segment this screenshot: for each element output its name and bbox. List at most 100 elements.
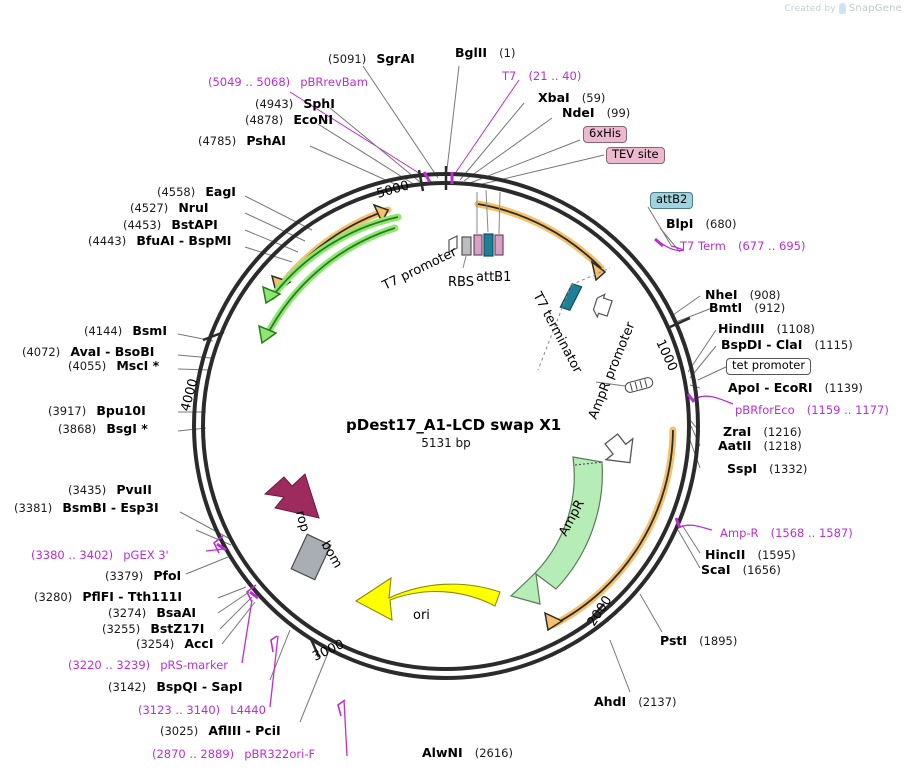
label-bsmbi-esp3i[interactable]: (3381) BsmBI - Esp3I bbox=[14, 499, 159, 515]
pos: (4943) bbox=[255, 97, 294, 111]
label-pbr322ori-f[interactable]: (2870 .. 2889) pBR322ori-F bbox=[152, 745, 315, 761]
feature-cluster-mcs bbox=[448, 189, 504, 269]
label-pshai[interactable]: (4785) PshAI bbox=[198, 132, 286, 148]
pos: (3917) bbox=[48, 404, 87, 418]
badge-tev-site[interactable]: TEV site bbox=[606, 145, 665, 164]
label-ahdi[interactable]: AhdI (2137) bbox=[594, 693, 677, 709]
feature-label-attb1: attB1 bbox=[476, 270, 511, 285]
label-pbrforeco[interactable]: pBRforEco (1159 .. 1177) bbox=[735, 401, 889, 417]
label-amp-r[interactable]: Amp-R (1568 .. 1587) bbox=[720, 524, 853, 540]
enz: PfoI bbox=[153, 568, 182, 583]
enz: BsmBI - Esp3I bbox=[62, 500, 159, 515]
pos: (3025) bbox=[160, 724, 199, 738]
watermark-brand: SnapGene bbox=[848, 3, 902, 14]
label-ndei[interactable]: NdeI (99) bbox=[562, 104, 630, 120]
label-bsaai[interactable]: (3274) BsaAI bbox=[108, 604, 196, 620]
feature-ampr bbox=[509, 456, 604, 605]
label-sphi[interactable]: (4943) SphI bbox=[255, 95, 335, 111]
label-nrui[interactable]: (4527) NruI bbox=[130, 199, 209, 215]
label-sspi[interactable]: SspI (1332) bbox=[727, 460, 807, 476]
purple-feature-brackets bbox=[212, 535, 346, 717]
pos: (3868) bbox=[58, 422, 97, 436]
label-sgrai[interactable]: (5091) SgrAI bbox=[328, 50, 415, 66]
label-pvuii[interactable]: (3435) PvuII bbox=[68, 481, 152, 497]
label-l4440[interactable]: (3123 .. 3140) L4440 bbox=[138, 701, 266, 717]
label-hindiii[interactable]: HindIII (1108) bbox=[718, 320, 815, 336]
label-afliii-pcii[interactable]: (3025) AflIII - PciI bbox=[160, 722, 281, 738]
label-pgex-3prime[interactable]: (3380 .. 3402) pGEX 3' bbox=[31, 546, 169, 562]
label-zrai[interactable]: ZraI (1216) bbox=[723, 423, 802, 439]
label-blpi[interactable]: BlpI (680) bbox=[666, 215, 736, 231]
enz: BglII bbox=[455, 45, 488, 60]
pos: (1895) bbox=[699, 634, 738, 648]
label-bspqi-sapi[interactable]: (3142) BspQI - SapI bbox=[108, 678, 242, 694]
label-nhei[interactable]: NheI (908) bbox=[705, 286, 781, 302]
label-acci[interactable]: (3254) AccI bbox=[136, 635, 214, 651]
pos: (4055) bbox=[68, 359, 107, 373]
badge-6xhis[interactable]: 6xHis bbox=[583, 124, 627, 143]
pos: (3280) bbox=[34, 590, 73, 604]
leader-lines-purple-lower-left bbox=[205, 548, 348, 757]
label-apoi-ecori[interactable]: ApoI - EcoRI (1139) bbox=[728, 379, 863, 395]
pos: (3254) bbox=[136, 637, 175, 651]
enz: BsgI * bbox=[106, 421, 148, 436]
label-avai-bsobi[interactable]: (4072) AvaI - BsoBI bbox=[22, 343, 154, 359]
label-eagi[interactable]: (4558) EagI bbox=[157, 183, 236, 199]
label-psti[interactable]: PstI (1895) bbox=[660, 632, 737, 648]
enz: AlwNI bbox=[422, 745, 463, 760]
badge-attb2[interactable]: attB2 bbox=[650, 190, 694, 209]
pos: (1139) bbox=[824, 381, 863, 395]
label-t7[interactable]: T7 (21 .. 40) bbox=[502, 67, 581, 83]
label-pflfi-tth111i[interactable]: (3280) PflFI - Tth111I bbox=[34, 588, 182, 604]
label-bstapi[interactable]: (4453) BstAPI bbox=[123, 216, 218, 232]
label-msci[interactable]: (4055) MscI * bbox=[68, 357, 159, 373]
pos: (4144) bbox=[84, 324, 123, 338]
pos: (3379) bbox=[105, 569, 144, 583]
pos: (3381) bbox=[14, 501, 53, 515]
enz: PshAI bbox=[246, 133, 286, 148]
pos: (1159 .. 1177) bbox=[806, 403, 889, 417]
label-aatii[interactable]: AatII (1218) bbox=[718, 437, 802, 453]
label-hincii[interactable]: HincII (1595) bbox=[705, 546, 796, 562]
enz: T7 Term bbox=[680, 239, 726, 253]
enz: Amp-R bbox=[720, 526, 759, 540]
label-bsgi[interactable]: (3868) BsgI * bbox=[58, 420, 148, 436]
label-econi[interactable]: (4878) EcoNI bbox=[245, 111, 333, 127]
label-bpu10i[interactable]: (3917) Bpu10I bbox=[48, 402, 146, 418]
enz: PflFI - Tth111I bbox=[82, 589, 182, 604]
pos: (21 .. 40) bbox=[528, 69, 582, 83]
label-bspdi-clai[interactable]: BspDI - ClaI (1115) bbox=[721, 336, 853, 352]
label-pfoi[interactable]: (3379) PfoI bbox=[105, 567, 181, 583]
enz: Bpu10I bbox=[96, 403, 146, 418]
plasmid-length: 5131 bp bbox=[421, 436, 471, 450]
label-t7-term[interactable]: T7 Term (677 .. 695) bbox=[680, 237, 805, 253]
feature-label-ori: ori bbox=[413, 608, 430, 623]
enz: EagI bbox=[205, 184, 236, 199]
pos: (3123 .. 3140) bbox=[138, 703, 221, 717]
label-bglii[interactable]: BglII (1) bbox=[455, 44, 515, 60]
label-prs-marker[interactable]: (3220 .. 3239) pRS-marker bbox=[68, 656, 228, 672]
enz: NruI bbox=[178, 200, 209, 215]
pos: (1568 .. 1587) bbox=[770, 526, 853, 540]
label-scai[interactable]: ScaI (1656) bbox=[701, 561, 781, 577]
badge-label: tet promoter bbox=[726, 358, 812, 375]
pos: (1218) bbox=[763, 439, 802, 453]
enz: AccI bbox=[184, 636, 214, 651]
label-alwni[interactable]: AlwNI (2616) bbox=[422, 744, 513, 760]
enz: PvuII bbox=[116, 482, 152, 497]
enz: SgrAI bbox=[376, 51, 415, 66]
label-bsmi[interactable]: (4144) BsmI bbox=[84, 322, 167, 338]
enz: HincII bbox=[705, 547, 746, 562]
pos: (912) bbox=[754, 301, 786, 315]
pos: (2616) bbox=[474, 746, 513, 760]
label-pbrrevbam[interactable]: (5049 .. 5068) pBRrevBam bbox=[208, 73, 368, 89]
enz: T7 bbox=[502, 69, 517, 83]
label-bstz17i[interactable]: (3255) BstZ17I bbox=[102, 620, 204, 636]
enz: BstZ17I bbox=[150, 621, 205, 636]
enz: BspDI - ClaI bbox=[721, 337, 803, 352]
snapgene-logo-icon bbox=[838, 3, 846, 14]
label-bfuai-bspmi[interactable]: (4443) BfuAI - BspMI bbox=[88, 232, 231, 248]
label-xbai[interactable]: XbaI (59) bbox=[538, 89, 605, 105]
badge-tet-promoter[interactable]: tet promoter bbox=[726, 356, 812, 375]
label-bmti[interactable]: BmtI (912) bbox=[709, 299, 785, 315]
